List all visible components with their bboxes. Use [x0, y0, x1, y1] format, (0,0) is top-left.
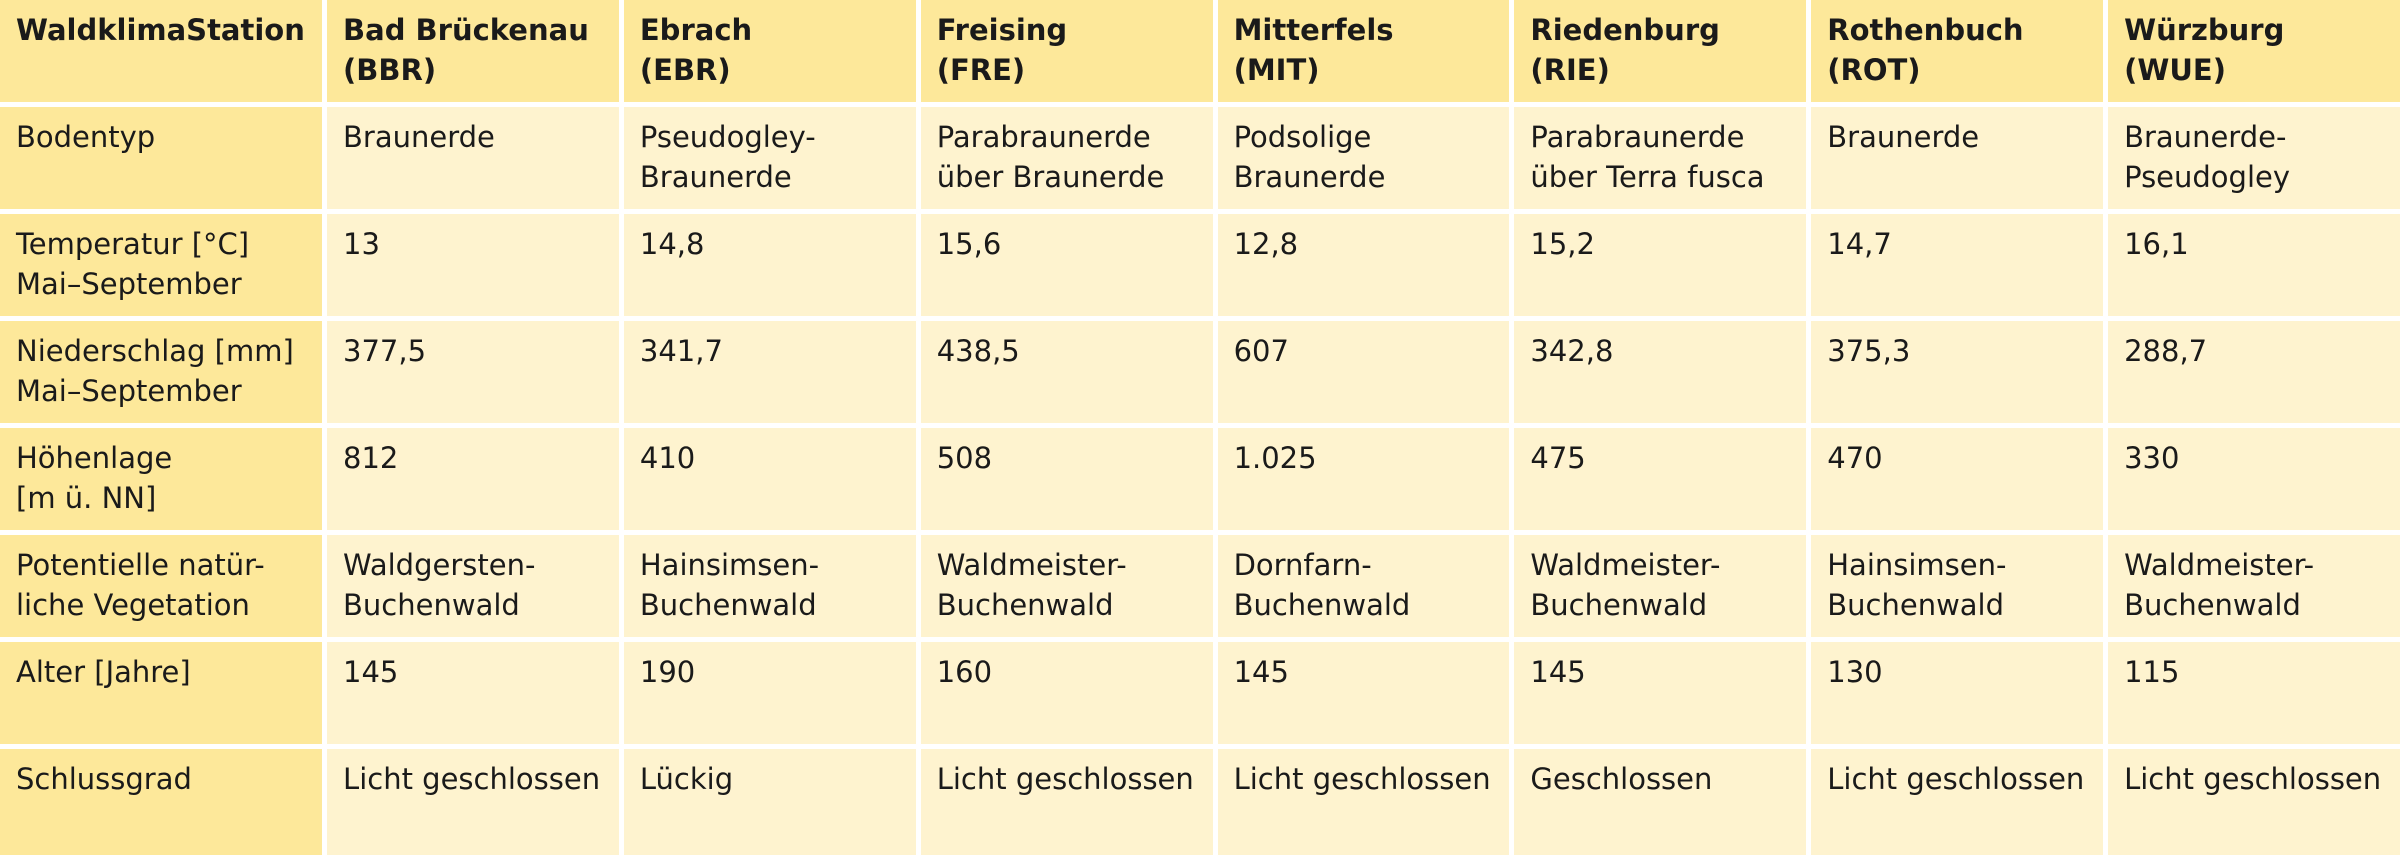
table-cell: Waldmeister- Buchenwald — [920, 535, 1213, 637]
station-header-wue: Würzburg (WUE) — [2108, 0, 2400, 102]
table-cell: Dornfarn- Buchenwald — [1217, 535, 1510, 637]
station-header-fre: Freising (FRE) — [920, 0, 1213, 102]
station-name: Rothenbuch — [1827, 13, 2024, 47]
row-label: Temperatur [°C] Mai–September — [0, 214, 323, 316]
station-code: (MIT) — [1233, 53, 1320, 87]
table-cell: Licht geschlossen — [1811, 749, 2104, 855]
table-cell: Braunerde — [327, 107, 619, 209]
station-code: (WUE) — [2124, 53, 2226, 87]
table-header-row: WaldklimaStation Bad Brückenau (BBR) Ebra… — [0, 0, 2400, 102]
station-name: Mitterfels — [1233, 13, 1394, 47]
station-header-rie: Riedenburg (RIE) — [1514, 0, 1807, 102]
station-header-ebr: Ebrach (EBR) — [623, 0, 916, 102]
station-code: (ROT) — [1827, 53, 1921, 87]
table-cell: Parabraunerde über Terra fusca — [1514, 107, 1807, 209]
table-cell: Geschlossen — [1514, 749, 1807, 855]
table-row-hoehenlage: Höhenlage [m ü. NN] 812 410 508 1.025 47… — [0, 428, 2400, 530]
station-code: (FRE) — [936, 53, 1026, 87]
table-cell: 607 — [1217, 321, 1510, 423]
table-cell: Hainsimsen- Buchenwald — [1811, 535, 2104, 637]
station-code: (RIE) — [1530, 53, 1610, 87]
table-cell: 508 — [920, 428, 1213, 530]
table-cell: 115 — [2108, 642, 2400, 744]
table-cell: 14,7 — [1811, 214, 2104, 316]
table-cell: Braunerde- Pseudogley — [2108, 107, 2400, 209]
table-cell: 145 — [327, 642, 619, 744]
station-header-rot: Rothenbuch (ROT) — [1811, 0, 2104, 102]
table-cell: 475 — [1514, 428, 1807, 530]
table-cell: Braunerde — [1811, 107, 2104, 209]
table-cell: 812 — [327, 428, 619, 530]
station-code: (EBR) — [639, 53, 731, 87]
station-code: (BBR) — [343, 53, 437, 87]
table-cell: 330 — [2108, 428, 2400, 530]
table-cell: 470 — [1811, 428, 2104, 530]
table-cell: 12,8 — [1217, 214, 1510, 316]
table-cell: 15,2 — [1514, 214, 1807, 316]
table-cell: Waldmeister- Buchenwald — [2108, 535, 2400, 637]
table-cell: Waldgersten- Buchenwald — [327, 535, 619, 637]
table-row-niederschlag: Niederschlag [mm] Mai–September 377,5 34… — [0, 321, 2400, 423]
table-row-temperatur: Temperatur [°C] Mai–September 13 14,8 15… — [0, 214, 2400, 316]
table-row-schlussgrad: Schlussgrad Licht geschlossen Lückig Lic… — [0, 749, 2400, 855]
table-cell: 145 — [1514, 642, 1807, 744]
table-cell: Parabraunerde über Braunerde — [920, 107, 1213, 209]
table-body: Bodentyp Braunerde Pseudogley- Braunerde… — [0, 107, 2400, 855]
station-header-mit: Mitterfels (MIT) — [1217, 0, 1510, 102]
table-cell: Waldmeister- Buchenwald — [1514, 535, 1807, 637]
table-cell: 145 — [1217, 642, 1510, 744]
table-cell: Licht geschlossen — [2108, 749, 2400, 855]
station-name: Bad Brückenau — [343, 13, 589, 47]
table-cell: Licht geschlossen — [1217, 749, 1510, 855]
table-cell: 410 — [623, 428, 916, 530]
table-cell: 15,6 — [920, 214, 1213, 316]
table-cell: 130 — [1811, 642, 2104, 744]
row-label: Höhenlage [m ü. NN] — [0, 428, 323, 530]
table-cell: 1.025 — [1217, 428, 1510, 530]
table-cell: 377,5 — [327, 321, 619, 423]
station-name: Freising — [936, 13, 1068, 47]
table-cell: 16,1 — [2108, 214, 2400, 316]
row-label: Schlussgrad — [0, 749, 323, 855]
table-cell: 190 — [623, 642, 916, 744]
corner-header-cell: WaldklimaStation — [0, 0, 323, 102]
table-cell: Lückig — [623, 749, 916, 855]
table-cell: 341,7 — [623, 321, 916, 423]
table-cell: 14,8 — [623, 214, 916, 316]
station-header-bbr: Bad Brückenau (BBR) — [327, 0, 619, 102]
row-label: Niederschlag [mm] Mai–September — [0, 321, 323, 423]
table-row-vegetation: Potentielle natür- liche Vegetation Wald… — [0, 535, 2400, 637]
table-cell: Licht geschlossen — [327, 749, 619, 855]
table-cell: 13 — [327, 214, 619, 316]
table-row-alter: Alter [Jahre] 145 190 160 145 145 130 11… — [0, 642, 2400, 744]
station-name: Riedenburg — [1530, 13, 1720, 47]
table-cell: 342,8 — [1514, 321, 1807, 423]
table-cell: Hainsimsen- Buchenwald — [623, 535, 916, 637]
row-label: Bodentyp — [0, 107, 323, 209]
row-label: Potentielle natür- liche Vegetation — [0, 535, 323, 637]
table-cell: Licht geschlossen — [920, 749, 1213, 855]
table-cell: 288,7 — [2108, 321, 2400, 423]
station-name: Ebrach — [639, 13, 753, 47]
table-row-bodentyp: Bodentyp Braunerde Pseudogley- Braunerde… — [0, 107, 2400, 209]
table-cell: 375,3 — [1811, 321, 2104, 423]
station-name: Würzburg — [2124, 13, 2285, 47]
table-cell: 438,5 — [920, 321, 1213, 423]
row-label: Alter [Jahre] — [0, 642, 323, 744]
table-cell: Podsolige Braunerde — [1217, 107, 1510, 209]
table-cell: 160 — [920, 642, 1213, 744]
table-cell: Pseudogley- Braunerde — [623, 107, 916, 209]
